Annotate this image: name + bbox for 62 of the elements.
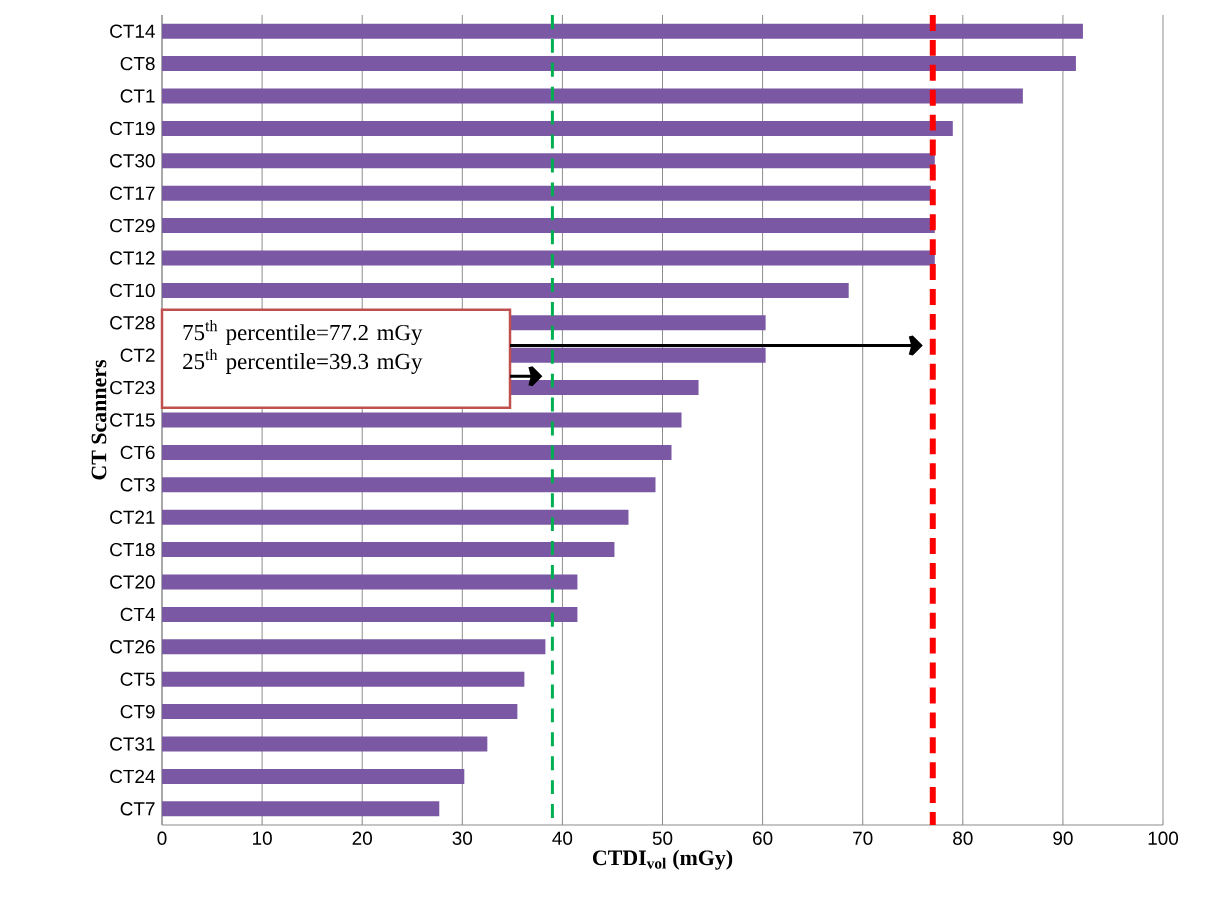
x-tick-label: 20 (352, 831, 372, 845)
bar (162, 444, 672, 460)
y-tick-label: CT10 (110, 283, 155, 298)
bar (162, 704, 518, 720)
y-tick-label: CT9 (120, 704, 155, 719)
bar (162, 250, 935, 266)
y-tick-label: CT29 (110, 218, 155, 233)
y-tick-label: CT6 (120, 445, 155, 460)
x-tick-label: 10 (253, 831, 272, 845)
bar (162, 768, 465, 784)
y-tick-label: CT23 (110, 380, 155, 395)
x-tick-label: 100 (1148, 831, 1179, 845)
bar (162, 88, 1023, 104)
x-tick-label: 80 (953, 831, 973, 845)
x-tick-label: 0 (157, 831, 167, 845)
bar (162, 412, 682, 428)
y-tick-label: CT26 (110, 640, 155, 654)
y-tick-label: CT7 (120, 802, 155, 816)
bar (162, 542, 615, 558)
bar (162, 671, 525, 687)
y-tick-label: CT24 (110, 769, 155, 784)
x-tick-label: 30 (452, 831, 473, 845)
x-tick-label: 40 (552, 831, 573, 845)
y-tick-label: CT17 (110, 186, 155, 200)
y-tick-label: CT20 (110, 575, 155, 589)
x-tick-label: 70 (853, 831, 873, 845)
x-tick-label: 90 (1053, 831, 1073, 845)
y-tick-label: CT15 (110, 413, 155, 427)
bar (162, 153, 935, 169)
annotation: 75$^{th}$ percentile=77.2 mGy (183, 319, 423, 346)
y-tick-label: CT4 (120, 607, 155, 622)
bar (162, 23, 1083, 39)
x-tick-label: 50 (652, 831, 673, 845)
bar (162, 606, 578, 622)
y-tick-label: CT1 (120, 89, 155, 103)
annotation: 25$^{th}$ percentile=39.3 mGy (183, 348, 423, 374)
bar (162, 477, 656, 493)
y-tick-label: CT14 (110, 24, 155, 38)
y-tick-label: CT12 (110, 251, 155, 265)
y-tick-label: CT28 (110, 316, 155, 330)
y-tick-label: CT21 (110, 510, 155, 524)
y-tick-label: CT19 (110, 121, 155, 136)
x-tick-label: 60 (753, 831, 773, 845)
bar (162, 639, 546, 655)
bar (162, 56, 1076, 72)
y-tick-label: CT3 (120, 478, 155, 492)
y-tick-label: CT5 (120, 672, 155, 686)
y-tick-label: CT30 (110, 154, 155, 168)
bar (162, 574, 578, 590)
y-tick-label: CT2 (120, 348, 155, 362)
y-axis-title: CT Scanners (91, 359, 107, 480)
bar (162, 282, 849, 298)
y-tick-label: CT31 (110, 737, 155, 751)
y-tick-label: CT18 (110, 542, 155, 557)
y-tick-label: CT8 (120, 56, 155, 71)
bar (162, 509, 629, 525)
text: CTDI$_{vol}$ (mGy) (592, 849, 733, 870)
bar (162, 185, 931, 201)
bar (162, 120, 953, 136)
bar (162, 218, 935, 234)
bar (162, 736, 488, 752)
bar (162, 801, 440, 817)
